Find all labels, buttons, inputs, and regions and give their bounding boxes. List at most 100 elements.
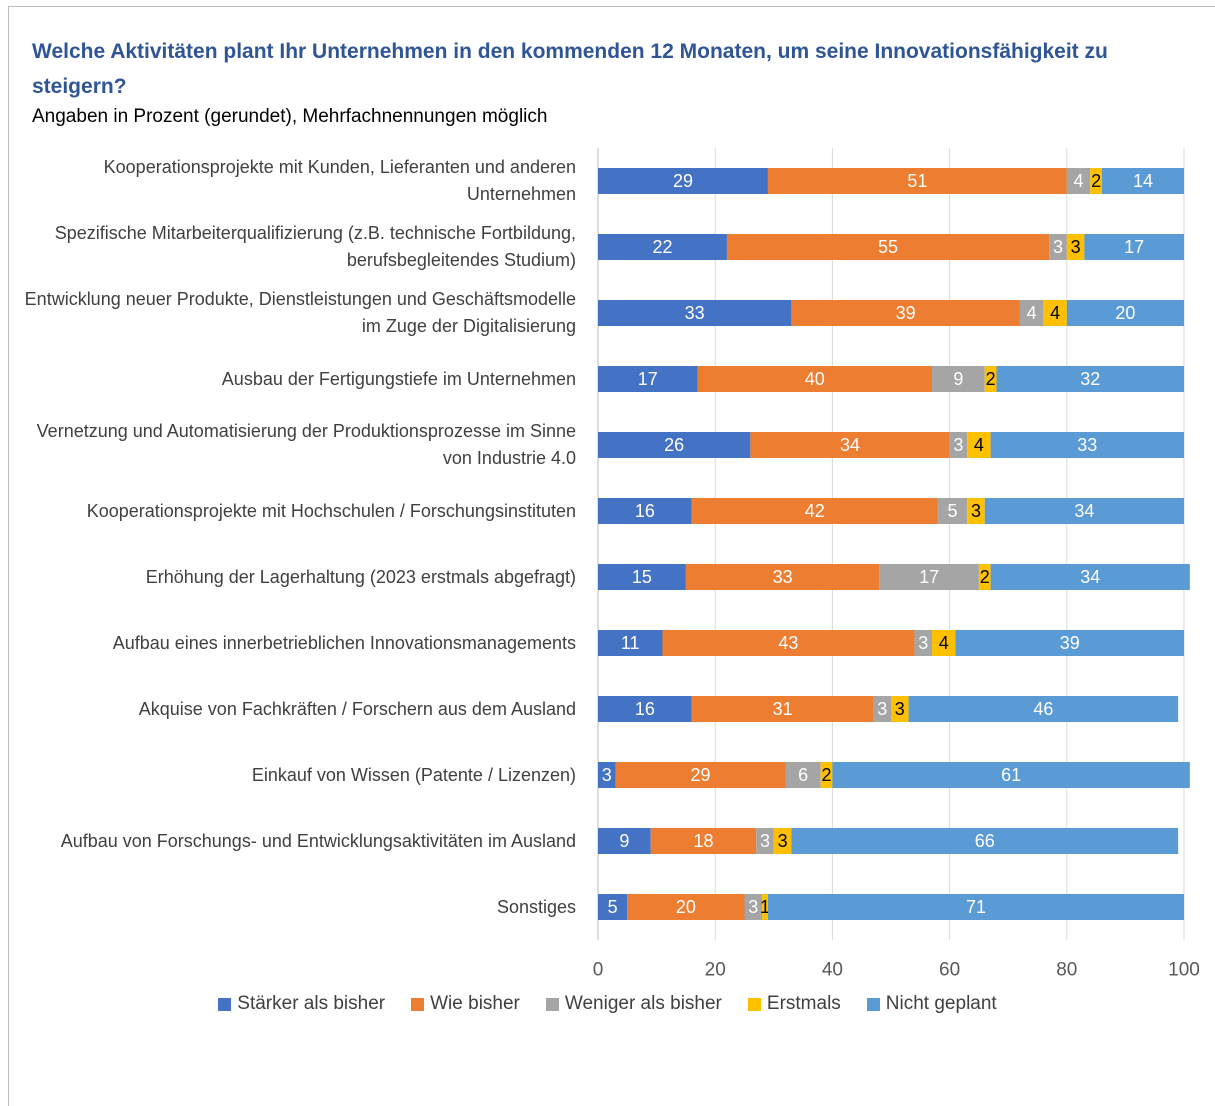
bar-segment (891, 696, 909, 722)
legend-label: Weniger als bisher (564, 993, 722, 1014)
value-label: 5 (948, 501, 958, 521)
value-label: 15 (632, 567, 652, 587)
category-label: Entwicklung neuer Produkte, Dienstleistu… (24, 289, 576, 336)
chart-subtitle: Angaben in Prozent (gerundet), Mehrfachn… (32, 106, 548, 127)
value-label: 4 (1027, 303, 1037, 323)
bar-segment (598, 366, 698, 392)
value-label: 46 (1033, 699, 1053, 719)
category-label: Akquise von Fachkräften / Forschern aus … (138, 698, 576, 719)
value-label: 17 (638, 369, 658, 389)
legend-swatch (411, 997, 425, 1011)
bar-segment (990, 432, 1184, 458)
value-label: 34 (840, 435, 860, 455)
bar-segment (1066, 234, 1085, 260)
bar-segment (832, 762, 1190, 788)
chart-title: Welche Aktivitäten plant Ihr Unternehmen… (32, 40, 1108, 98)
legend-item: Stärker als bisher (218, 993, 385, 1015)
value-label: 11 (621, 633, 640, 653)
bar-segment (691, 498, 938, 524)
bar-segment (955, 630, 1184, 656)
legend-item: Nicht geplant (866, 993, 997, 1015)
value-label: 2 (986, 369, 996, 389)
value-label: 3 (602, 765, 612, 785)
value-label: 3 (971, 501, 981, 521)
bar-segment (1043, 300, 1067, 326)
legend-label: Nicht geplant (885, 993, 997, 1014)
value-label: 33 (773, 567, 793, 587)
value-label: 32 (1080, 369, 1100, 389)
value-label: 42 (805, 501, 825, 521)
bar-segment (650, 828, 757, 854)
value-label: 4 (1074, 171, 1084, 191)
value-label: 3 (877, 699, 887, 719)
value-label: 3 (760, 831, 770, 851)
value-label: 4 (974, 435, 984, 455)
bar-segment (990, 564, 1190, 590)
legend-label: Stärker als bisher (237, 993, 386, 1014)
bar-segment (791, 828, 1179, 854)
value-label: 18 (693, 831, 713, 851)
value-label: 40 (805, 369, 825, 389)
legend-item: Erstmals (747, 993, 841, 1015)
value-label: 51 (907, 171, 927, 191)
bar-segment (598, 498, 692, 524)
bar-segment (726, 234, 1050, 260)
bar-segment (937, 498, 968, 524)
category-label: Aufbau eines innerbetrieblichen Innovati… (112, 632, 576, 653)
bar-segment (949, 432, 968, 458)
x-tick-label: 40 (822, 960, 843, 981)
legend-swatch (866, 997, 880, 1011)
x-tick-label: 80 (1056, 960, 1077, 981)
bar-segment (1049, 234, 1067, 260)
x-tick-label: 0 (593, 960, 604, 981)
value-label: 3 (953, 435, 963, 455)
bar-segment (598, 168, 768, 194)
bar-segment (984, 498, 1184, 524)
legend-item: Wie bisher (411, 993, 520, 1015)
bar-segment (932, 630, 956, 656)
value-label: 14 (1133, 171, 1153, 191)
legend-swatch (218, 997, 232, 1011)
value-label: 1 (760, 897, 770, 917)
x-tick-label: 100 (1168, 960, 1200, 981)
bar-segment (598, 564, 686, 590)
category-label: Erhöhung der Lagerhaltung (2023 erstmals… (145, 566, 576, 587)
bar-segment (1090, 168, 1102, 194)
value-label: 9 (953, 369, 963, 389)
bar-segment (932, 366, 985, 392)
bar-segment (744, 894, 763, 920)
value-label: 61 (1001, 765, 1021, 785)
value-label: 3 (918, 633, 928, 653)
value-label: 20 (1115, 303, 1135, 323)
bar-segment (662, 630, 915, 656)
bar-segment (598, 300, 792, 326)
value-label: 4 (1050, 303, 1060, 323)
category-label: Aufbau von Forschungs- und Entwicklungsa… (60, 830, 576, 851)
legend-item: Weniger als bisher (545, 993, 722, 1015)
category-label: Kooperationsprojekte mit Kunden, Liefera… (103, 157, 576, 204)
x-tick-label: 20 (705, 960, 726, 981)
legend-swatch (747, 997, 761, 1011)
value-label: 5 (608, 897, 618, 917)
value-label: 3 (778, 831, 788, 851)
bar-segment (697, 366, 933, 392)
value-label: 33 (685, 303, 705, 323)
legend: Stärker als bisher Wie bisher Weniger als … (0, 993, 1215, 1015)
bar-segment (914, 630, 933, 656)
bar-segment (598, 234, 727, 260)
bar-segment (627, 894, 745, 920)
value-label: 16 (635, 501, 655, 521)
bar-segment (762, 894, 768, 920)
bar-segment (1084, 234, 1184, 260)
bar-segment (873, 696, 891, 722)
value-label: 17 (1124, 237, 1144, 257)
bar-segment (615, 762, 786, 788)
value-label: 2 (822, 765, 832, 785)
bar-segment (996, 366, 1184, 392)
page: {"chart_data": {"type": "stacked_barh", … (0, 6, 1215, 1106)
value-label: 31 (773, 699, 793, 719)
bar-segment (598, 762, 616, 788)
value-label: 3 (895, 699, 905, 719)
bar-segment (984, 366, 997, 392)
